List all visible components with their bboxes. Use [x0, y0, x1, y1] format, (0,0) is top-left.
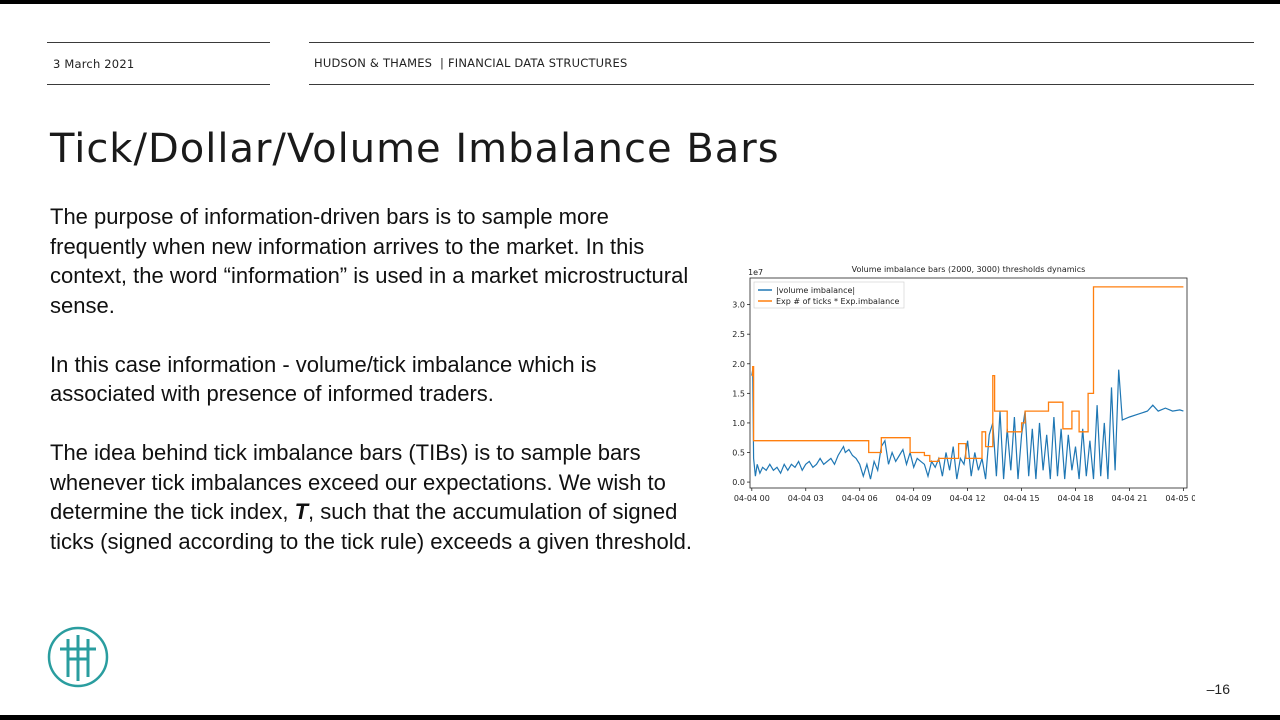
series-volume-imbalance-line [751, 369, 1184, 480]
x-tick-label: 04-04 18 [1058, 494, 1094, 503]
legend-label: |volume imbalance| [776, 286, 855, 295]
legend-box [753, 281, 905, 309]
slide-title: Tick/Dollar/Volume Imbalance Bars [50, 126, 780, 172]
y-tick-label: 0.5 [732, 449, 745, 458]
header-rule-left-bottom [47, 84, 270, 85]
body-text: The purpose of information-driven bars i… [50, 202, 700, 586]
x-tick-label: 04-04 00 [734, 494, 770, 503]
header-date: 3 March 2021 [53, 57, 135, 71]
paragraph-3-part-a: The idea behind tick imbalance bars (TIB… [50, 440, 666, 524]
x-tick-label: 04-04 09 [896, 494, 932, 503]
chart-title: Volume imbalance bars (2000, 3000) thres… [852, 265, 1086, 274]
x-tick-label: 04-04 06 [842, 494, 878, 503]
page-number: –16 [1207, 681, 1230, 697]
y-scale-label: 1e7 [748, 268, 763, 277]
y-tick-label: 0.0 [732, 478, 745, 487]
x-tick-label: 04-04 21 [1111, 494, 1147, 503]
plot-frame [749, 277, 1188, 489]
tick-index-symbol: T [294, 499, 309, 524]
header-brand: HUDSON & THAMES | FINANCIAL DATA STRUCTU… [314, 56, 627, 70]
header-rule-left-top [47, 42, 270, 43]
page-number-value: 16 [1214, 681, 1230, 697]
header-brand-name: HUDSON & THAMES [314, 56, 433, 70]
paragraph-1: The purpose of information-driven bars i… [50, 204, 689, 318]
x-tick-label: 04-04 12 [950, 494, 986, 503]
header-section-name: | FINANCIAL DATA STRUCTURES [440, 56, 628, 70]
y-tick-label: 3.0 [732, 301, 745, 310]
x-tick-label: 04-05 00 [1165, 494, 1195, 503]
paragraph-2: In this case information - volume/tick i… [50, 351, 597, 407]
page-number-dash: – [1206, 681, 1215, 697]
y-tick-label: 2.0 [732, 360, 745, 369]
hudson-thames-logo [47, 626, 109, 688]
chart-container: Volume imbalance bars (2000, 3000) thres… [715, 258, 1201, 508]
x-tick-label: 04-04 15 [1004, 494, 1040, 503]
header-rule-right-bottom [309, 84, 1254, 85]
legend-label: Exp # of ticks * Exp.imbalance [776, 297, 900, 306]
header-rule-right-top [309, 42, 1254, 43]
y-tick-label: 1.5 [732, 389, 745, 398]
series-expected-threshold-line [751, 286, 1184, 463]
y-tick-label: 1.0 [732, 419, 745, 428]
paragraph-3-part-c: , such that the accumulation of signed t… [50, 499, 692, 554]
x-tick-label: 04-04 03 [788, 494, 824, 503]
slide: 3 March 2021 HUDSON & THAMES | FINANCIAL… [0, 4, 1280, 715]
paragraph-3: The idea behind tick imbalance bars (TIB… [50, 438, 700, 556]
volume-imbalance-chart: Volume imbalance bars (2000, 3000) thres… [732, 265, 1201, 503]
y-tick-label: 2.5 [732, 330, 745, 339]
